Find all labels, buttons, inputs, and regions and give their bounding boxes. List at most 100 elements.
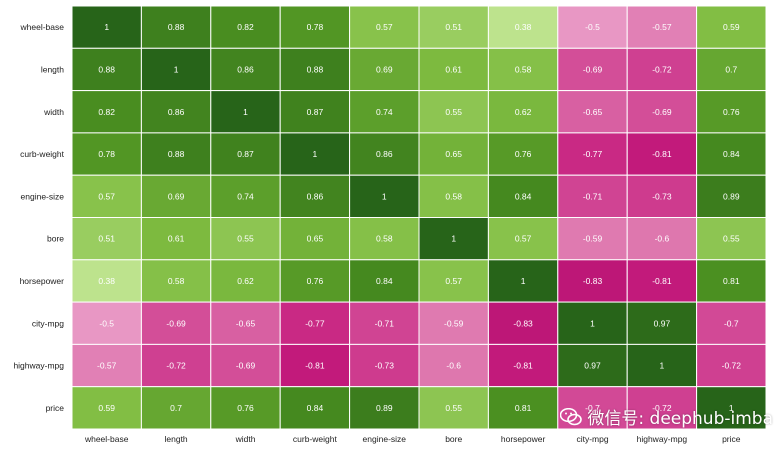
heatmap-cell-width-price — [696, 90, 767, 134]
cell-value-label: 1 — [729, 403, 734, 413]
heatmap-cell-highway-mpg-curb-weight — [279, 343, 351, 388]
cell-value-label: 0.57 — [98, 191, 115, 201]
cell-value-label: -0.81 — [652, 149, 672, 159]
y-tick-label: city-mpg — [32, 318, 64, 328]
heatmap-cell-bore-wheel-base — [71, 217, 142, 261]
heatmap-cell-highway-mpg-engine-size — [349, 343, 420, 388]
cell-value-label: 0.65 — [307, 234, 324, 244]
cell-value-label: -0.59 — [444, 318, 464, 328]
heatmap-cell-horsepower-city-mpg — [557, 259, 628, 303]
cell-value-label: 0.76 — [237, 403, 254, 413]
x-tick-label: wheel-base — [84, 434, 129, 444]
cell-value-label: -0.69 — [166, 318, 186, 328]
heatmap-cell-curb-weight-bore — [418, 132, 489, 176]
y-tick-label: price — [46, 403, 65, 413]
cell-value-label: -0.5 — [585, 22, 600, 32]
heatmap-cell-city-mpg-width — [210, 301, 281, 345]
cell-value-label: -0.6 — [446, 361, 461, 371]
y-tick-label: width — [43, 107, 64, 117]
cell-value-label: 0.61 — [168, 234, 185, 244]
cell-value-label: 0.65 — [445, 149, 462, 159]
heatmap-cell-engine-size-horsepower — [487, 174, 559, 218]
cell-value-label: 0.84 — [307, 403, 324, 413]
cell-value-label: 0.74 — [376, 107, 393, 117]
x-tick-label: curb-weight — [293, 434, 338, 444]
cell-value-label: 0.7 — [170, 403, 182, 413]
heatmap-cell-width-length — [140, 90, 212, 134]
cell-value-label: 0.74 — [237, 191, 254, 201]
heatmap-cell-highway-mpg-city-mpg — [557, 343, 628, 388]
heatmap-cell-engine-size-city-mpg — [557, 174, 628, 218]
cell-value-label: -0.72 — [652, 64, 672, 74]
cell-value-label: 0.86 — [168, 107, 185, 117]
cell-value-label: 0.81 — [723, 276, 740, 286]
heatmap-cell-bore-width — [210, 217, 281, 261]
x-tick-label: bore — [445, 434, 462, 444]
cell-value-label: 0.97 — [584, 361, 601, 371]
cell-value-label: 0.7 — [725, 64, 737, 74]
heatmap-cell-horsepower-wheel-base — [71, 259, 142, 303]
cell-value-label: 0.57 — [376, 22, 393, 32]
cell-value-label: 1 — [382, 191, 387, 201]
heatmap-cell-horsepower-price — [696, 259, 767, 303]
y-tick-label: bore — [47, 234, 64, 244]
cell-value-label: 0.69 — [376, 64, 393, 74]
heatmap-cell-width-width — [210, 90, 281, 134]
cell-value-label: 0.57 — [445, 276, 462, 286]
x-tick-label: highway-mpg — [637, 434, 688, 444]
cell-value-label: 0.88 — [307, 64, 324, 74]
y-tick-label: highway-mpg — [13, 361, 64, 371]
cell-value-label: -0.77 — [583, 149, 603, 159]
cell-value-label: 0.51 — [445, 22, 462, 32]
heatmap-cell-highway-mpg-wheel-base — [71, 343, 142, 388]
heatmap-cell-engine-size-engine-size — [349, 174, 420, 218]
cell-value-label: 1 — [104, 22, 109, 32]
cell-value-label: 1 — [660, 361, 665, 371]
cell-value-label: 1 — [521, 276, 526, 286]
x-tick-label: price — [722, 434, 741, 444]
cell-value-label: -0.73 — [375, 361, 395, 371]
cell-value-label: 0.62 — [237, 276, 254, 286]
cell-value-label: -0.7 — [585, 403, 600, 413]
cell-value-label: 1 — [451, 234, 456, 244]
cell-value-label: 0.87 — [237, 149, 254, 159]
heatmap-cell-wheel-base-city-mpg — [557, 5, 628, 49]
heatmap-cell-highway-mpg-price — [696, 343, 767, 388]
heatmap-cell-highway-mpg-width — [210, 343, 281, 388]
heatmap-cell-city-mpg-bore — [418, 301, 489, 345]
heatmap-cell-price-highway-mpg — [626, 386, 698, 430]
cell-value-label: -0.65 — [236, 318, 256, 328]
cell-value-label: -0.77 — [305, 318, 325, 328]
heatmap-cell-curb-weight-price — [696, 132, 767, 176]
heatmap-cell-horsepower-highway-mpg — [626, 259, 698, 303]
cell-value-label: -0.59 — [583, 234, 603, 244]
cell-value-label: -0.6 — [655, 234, 670, 244]
heatmap-cell-width-highway-mpg — [626, 90, 698, 134]
heatmap-cell-engine-size-bore — [418, 174, 489, 218]
cell-value-label: 1 — [313, 149, 318, 159]
heatmap-cell-city-mpg-horsepower — [487, 301, 559, 345]
heatmap-cell-length-horsepower — [487, 47, 559, 92]
heatmap-cell-engine-size-price — [696, 174, 767, 218]
cell-value-label: -0.71 — [375, 318, 395, 328]
cell-value-label: 0.51 — [98, 234, 115, 244]
heatmap-cell-horsepower-horsepower — [487, 259, 559, 303]
x-tick-label: city-mpg — [576, 434, 608, 444]
cell-value-label: 0.55 — [445, 403, 462, 413]
heatmap-cell-city-mpg-curb-weight — [279, 301, 351, 345]
cell-value-label: -0.69 — [652, 107, 672, 117]
cell-value-label: 0.62 — [515, 107, 532, 117]
cell-value-label: 0.97 — [654, 318, 671, 328]
y-tick-label: length — [41, 64, 64, 74]
y-tick-label: horsepower — [20, 276, 65, 286]
cell-value-label: 0.84 — [376, 276, 393, 286]
cell-value-label: 0.58 — [168, 276, 185, 286]
cell-value-label: 1 — [174, 64, 179, 74]
heatmap-cell-bore-engine-size — [349, 217, 420, 261]
x-tick-label: length — [165, 434, 188, 444]
heatmap-cell-city-mpg-length — [140, 301, 212, 345]
cell-value-label: -0.81 — [652, 276, 672, 286]
cell-value-label: 0.55 — [723, 234, 740, 244]
cell-value-label: -0.7 — [724, 318, 739, 328]
